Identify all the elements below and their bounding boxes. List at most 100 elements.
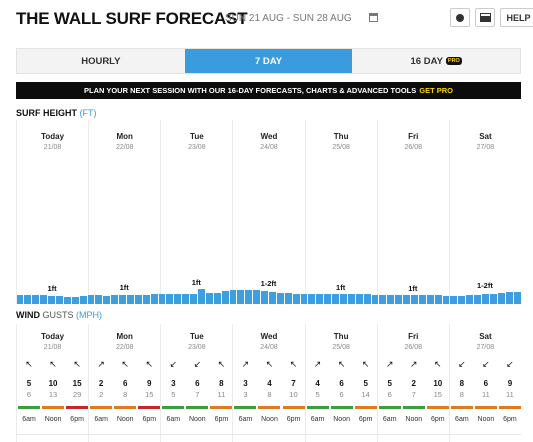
wind-rating-bar (498, 406, 521, 409)
day-name: Mon (116, 132, 133, 141)
tab-7-day[interactable]: 7 DAY (184, 49, 353, 73)
wind-gust: 6 (387, 390, 392, 399)
forecast-tabs: HOURLY 7 DAY 16 DAY PRO (16, 48, 521, 74)
wind-direction-arrow-icon: ↗ (313, 359, 322, 369)
surf-height-label: 1-2ft (260, 278, 277, 288)
wind-rating-bar (402, 406, 425, 409)
wind-direction-arrow-icon: ↗ (409, 359, 418, 369)
day-name: Today (41, 332, 65, 341)
surf-day-column[interactable]: Sat 27/08 (448, 120, 521, 304)
wind-time: 6pm (431, 416, 445, 423)
wind-speed: 4 (315, 379, 320, 388)
divider (16, 434, 521, 435)
surf-height-bar (166, 294, 174, 304)
wind-heading: WIND GUSTS (MPH) (16, 310, 102, 320)
help-button[interactable]: HELP (500, 8, 533, 27)
surf-height-bar (126, 295, 134, 304)
wind-slot: ↖ 9 15 6pm (137, 324, 161, 442)
wind-day-column[interactable]: Mon 22/08 ↗ 2 2 6am ↖ 6 8 Noon ↖ 9 15 6pm (88, 324, 161, 442)
settings-button[interactable] (450, 8, 470, 27)
surf-height-bar (40, 295, 48, 304)
wind-slot: ↖ 6 6 Noon (330, 324, 354, 442)
wind-gust: 15 (433, 390, 442, 399)
wind-unit: (MPH) (76, 310, 103, 320)
wind-day-column[interactable]: Tue 23/08 ↙ 3 5 6am ↙ 6 7 Noon ↖ 8 11 6pm (160, 324, 233, 442)
wind-time: Noon (188, 416, 206, 423)
day-name: Sat (479, 132, 492, 141)
promo-banner[interactable]: PLAN YOUR NEXT SESSION WITH OUR 16-DAY F… (16, 82, 521, 99)
print-button[interactable] (475, 8, 495, 27)
surf-day-column[interactable]: Tue 23/08 (160, 120, 232, 304)
surf-day-column[interactable]: Wed 24/08 (232, 120, 304, 304)
day-name: Sat (479, 332, 492, 341)
tab-hourly[interactable]: HOURLY (17, 49, 185, 73)
wind-rating-bar (210, 406, 233, 409)
day-name: Tue (190, 332, 204, 341)
surf-height-bar (292, 293, 300, 304)
surf-height-label: 1ft (191, 277, 201, 287)
day-date: 24/08 (260, 144, 278, 151)
wind-rating-bar (138, 406, 161, 409)
wind-gust: 8 (459, 390, 464, 399)
wind-direction-arrow-icon: ↖ (289, 359, 298, 369)
day-date: 22/08 (115, 144, 134, 151)
surf-day-column[interactable]: Today 21/08 (16, 120, 88, 304)
wind-rating-bar (234, 406, 257, 409)
wind-day-column[interactable]: Today 21/08 ↖ 5 6 6am ↖ 10 13 Noon ↖ 15 29 6pm (16, 324, 89, 442)
wind-speed: 9 (507, 379, 513, 388)
day-name: Thu (333, 132, 349, 141)
surf-height-bar (450, 296, 458, 304)
surf-height-bar (489, 293, 497, 304)
tab-16-day[interactable]: 16 DAY PRO (352, 49, 520, 73)
surf-day-column[interactable]: Fri 26/08 (376, 120, 449, 304)
surf-height-bar (355, 294, 363, 304)
surf-height-label: 1ft (47, 284, 57, 294)
wind-rating-bar (426, 406, 449, 409)
surf-height-bar (229, 290, 237, 304)
wind-day-column[interactable]: Wed 24/08 ↗ 3 3 6am ↖ 4 8 Noon ↖ 7 10 6pm (232, 324, 305, 442)
wind-direction-arrow-icon: ↙ (169, 359, 178, 369)
wind-day-column[interactable]: Thu 25/08 ↗ 4 5 6am ↖ 6 6 Noon ↖ 5 14 6pm (304, 324, 378, 442)
get-pro-link[interactable]: GET PRO (419, 86, 454, 95)
wind-slot: ↗ 5 6 6am (378, 324, 402, 442)
wind-rating-bar (162, 406, 185, 409)
surf-height-bar (221, 291, 229, 304)
wind-day-column[interactable]: Sat 27/08 ↙ 8 8 6am ↙ 6 11 Noon ↙ 9 11 6pm (448, 324, 521, 442)
wind-rating-bar (282, 406, 305, 409)
wind-gust: 11 (482, 390, 490, 399)
surf-height-bar (63, 296, 71, 304)
surf-height-bar (403, 295, 411, 304)
wind-day-column[interactable]: Fri 26/08 ↗ 5 6 6am ↗ 2 7 Noon ↖ 10 15 6pm (376, 324, 449, 442)
calendar-icon[interactable] (369, 13, 378, 22)
wind-gust: 6 (339, 390, 344, 399)
surf-day-column[interactable]: Mon 22/08 (88, 120, 160, 304)
wind-time: 6pm (70, 416, 84, 423)
wind-speed: 8 (459, 379, 465, 388)
wind-rating-bar (114, 406, 137, 409)
wind-slot: ↗ 4 5 6am (306, 324, 330, 442)
wind-gust: 15 (145, 390, 154, 399)
surf-height-bar (269, 292, 276, 304)
surf-height-bar (253, 290, 261, 304)
wind-rating-bar (450, 406, 473, 409)
wind-speed: 6 (339, 379, 344, 388)
wind-time: Noon (477, 416, 495, 423)
wind-slot: ↗ 3 3 6am (233, 324, 257, 442)
wind-time: 6am (22, 416, 36, 423)
surf-height-bar (24, 295, 32, 304)
surf-day-column[interactable]: Thu 25/08 (304, 120, 377, 304)
day-date: 23/08 (188, 344, 206, 351)
wind-gust: 29 (72, 390, 82, 399)
wind-rating-bar (474, 406, 497, 409)
surf-height-bar (324, 294, 332, 304)
day-name: Mon (116, 332, 133, 341)
surf-height-bar (150, 294, 158, 304)
wind-slot: ↖ 5 14 6pm (354, 324, 378, 442)
surf-height-bar (197, 288, 205, 304)
page-header: THE WALL SURF FORECAST SUN 21 AUG - SUN … (16, 6, 533, 28)
surf-height-bar (237, 289, 245, 304)
pro-badge: PRO (445, 57, 462, 65)
surf-height-bar (371, 295, 379, 304)
wind-speed: 6 (122, 379, 128, 388)
day-date: 26/08 (404, 144, 423, 151)
